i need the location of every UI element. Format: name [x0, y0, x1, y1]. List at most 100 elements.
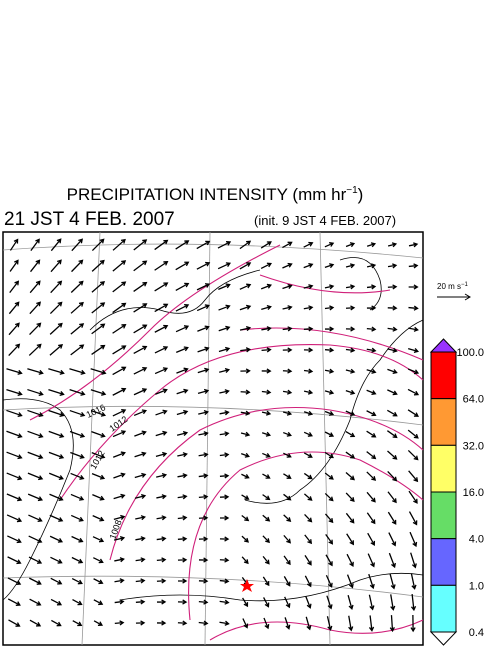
wind-arrow	[324, 513, 334, 524]
colorbar-label: 16.0	[463, 487, 484, 499]
wind-arrow	[177, 578, 188, 584]
wind-arrow	[133, 281, 148, 292]
wind-arrow	[48, 388, 65, 396]
wind-arrow	[48, 430, 65, 439]
wind-arrow	[408, 511, 418, 526]
wind-arrow	[113, 514, 126, 521]
wind-arrow	[28, 556, 43, 564]
wind-arrow	[175, 240, 190, 250]
wind-arrow	[175, 261, 190, 271]
isobar	[109, 406, 424, 561]
wind-arrow	[263, 597, 270, 608]
wind-arrow	[71, 577, 83, 585]
wind-arrow	[71, 535, 84, 543]
wind-arrow	[239, 283, 252, 290]
wind-arrow	[407, 429, 419, 439]
wind-arrow	[176, 388, 189, 395]
colorbar-label: 1.0	[469, 580, 484, 592]
wind-arrow	[198, 410, 209, 416]
wind-arrow	[305, 616, 312, 631]
wind-arrow	[408, 470, 419, 483]
wind-arrow	[325, 574, 333, 588]
wind-arrow	[91, 238, 105, 252]
wind-arrow	[325, 533, 334, 545]
wind-arrow	[28, 514, 43, 523]
valid-time: 21 JST 4 FEB. 2007	[4, 209, 175, 230]
wind-arrow	[154, 346, 169, 354]
isobar	[59, 344, 424, 501]
wind-arrow	[262, 494, 271, 501]
wind-arrow	[198, 557, 209, 563]
wind-arrow	[305, 596, 312, 609]
wind-arrow	[155, 451, 168, 458]
wind-arrow	[112, 302, 127, 314]
wind-arrow	[154, 324, 169, 333]
wind-arrow	[324, 451, 334, 459]
wind-arrow	[262, 535, 270, 544]
wind-arrow	[93, 557, 104, 564]
wind-arrow	[50, 259, 62, 273]
wind-arrow	[93, 599, 104, 606]
wind-arrow	[409, 531, 418, 548]
wind-arrow	[408, 242, 419, 248]
wind-arrow	[8, 343, 21, 357]
wind-arrow	[27, 451, 44, 460]
wind-arrow	[262, 555, 270, 565]
wind-arrow	[407, 347, 420, 354]
wind-arrow	[27, 409, 44, 418]
wind-arrow	[7, 556, 22, 565]
wind-arrow	[28, 343, 42, 356]
wind-arrow	[239, 262, 252, 270]
wind-arrow	[70, 493, 85, 501]
wind-arrow	[283, 452, 292, 458]
wind-arrow	[261, 368, 272, 374]
wind-arrow	[345, 242, 356, 248]
meridian	[81, 231, 101, 646]
wind-arrow	[387, 470, 398, 482]
wind-arrow	[282, 368, 293, 374]
wind-arrow	[30, 238, 40, 252]
wind-arrow	[240, 347, 252, 353]
wind-arrow	[345, 326, 356, 332]
wind-arrow	[260, 241, 272, 249]
wind-arrow	[218, 283, 231, 290]
wind-arrow	[8, 301, 20, 315]
wind-arrow	[93, 620, 104, 626]
wind-arrow	[177, 494, 188, 500]
wind-arrow	[345, 368, 356, 374]
wind-arrow	[114, 620, 125, 626]
wind-arrow	[282, 410, 293, 416]
wind-arrow	[50, 556, 63, 564]
wind-arrow	[387, 450, 398, 460]
wind-arrow	[408, 284, 419, 290]
wind-arrow	[324, 326, 335, 332]
wind-arrow	[112, 345, 127, 355]
wind-arrow	[324, 242, 335, 248]
wind-arrow	[366, 242, 377, 248]
wind-arrow	[304, 513, 313, 523]
wind-arrow	[154, 261, 169, 271]
wind-arrow	[135, 515, 146, 521]
wind-arrow	[175, 346, 189, 353]
wind-arrow	[49, 535, 64, 543]
wind-arrow	[49, 514, 64, 522]
wind-arrow	[156, 599, 167, 605]
wind-arrow	[6, 451, 23, 460]
wind-arrow	[135, 557, 146, 563]
wind-arrow	[282, 283, 293, 290]
wind-arrow	[408, 263, 419, 269]
wind-arrow	[112, 366, 127, 376]
wind-arrow	[70, 514, 84, 522]
coast	[339, 257, 382, 311]
wind-arrow	[387, 242, 398, 248]
wind-arrow	[27, 430, 44, 439]
wind-arrow	[135, 599, 146, 605]
wind-arrow	[133, 388, 148, 396]
wind-arrow	[304, 534, 313, 545]
wind-arrow	[134, 430, 147, 437]
wind-arrow	[387, 305, 398, 311]
wind-arrow	[240, 368, 251, 374]
wind-arrow	[346, 533, 354, 546]
wind-arrow	[410, 573, 417, 590]
